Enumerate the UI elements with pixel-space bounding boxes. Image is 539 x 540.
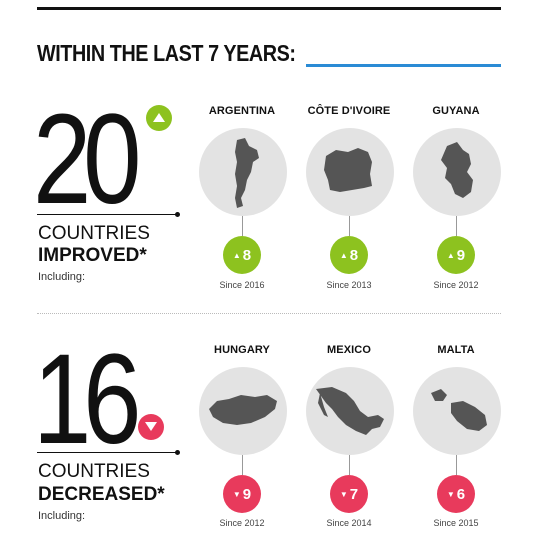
improved-count: 20 bbox=[33, 88, 142, 231]
cote-divoire-stem bbox=[349, 216, 350, 236]
cote-divoire-map bbox=[306, 128, 394, 216]
up-arrow-badge bbox=[146, 105, 172, 131]
down-triangle-icon: ▼ bbox=[232, 489, 241, 499]
decreased-label-line1: COUNTRIES bbox=[38, 461, 150, 482]
down-triangle-icon bbox=[145, 422, 157, 431]
argentina-map bbox=[199, 128, 287, 216]
up-triangle-icon: ▲ bbox=[446, 250, 455, 260]
malta-map bbox=[413, 367, 501, 455]
improved-label-line2: IMPROVED* bbox=[38, 245, 147, 266]
cote-divoire-change-badge: ▲ 8 bbox=[330, 236, 368, 274]
mexico-map-icon bbox=[316, 387, 384, 435]
up-triangle-icon bbox=[153, 113, 165, 122]
hungary-map-icon bbox=[209, 395, 277, 425]
guyana-stem bbox=[456, 216, 457, 236]
hungary-map bbox=[199, 367, 287, 455]
decreased-count: 16 bbox=[33, 328, 142, 471]
argentina-since: Since 2016 bbox=[219, 280, 265, 290]
mexico-since: Since 2014 bbox=[326, 518, 372, 528]
guyana-since: Since 2012 bbox=[433, 280, 479, 290]
improved-including: Including: bbox=[38, 271, 86, 283]
country-name-malta: MALTA bbox=[437, 344, 475, 356]
down-arrow-badge bbox=[138, 414, 164, 440]
improved-section: 20 COUNTRIES IMPROVED* Including: ARGENT… bbox=[0, 0, 539, 290]
mexico-change-badge: ▼ 7 bbox=[330, 475, 368, 513]
down-triangle-icon: ▼ bbox=[339, 489, 348, 499]
hungary-change-badge: ▼ 9 bbox=[223, 475, 261, 513]
country-name-guyana: GUYANA bbox=[432, 105, 480, 117]
argentina-change-value: 8 bbox=[242, 246, 252, 264]
malta-since: Since 2015 bbox=[433, 518, 479, 528]
argentina-change-badge: ▲ 8 bbox=[223, 236, 261, 274]
decreased-including: Including: bbox=[38, 510, 86, 522]
malta-change-value: 6 bbox=[456, 485, 466, 503]
decreased-rule-dot bbox=[175, 450, 180, 455]
mexico-map bbox=[306, 367, 394, 455]
mexico-change-value: 7 bbox=[349, 485, 359, 503]
page-heading: WITHIN THE LAST 7 YEARS: bbox=[37, 40, 296, 66]
decreased-label-line2: DECREASED* bbox=[38, 484, 165, 505]
country-name-hungary: HUNGARY bbox=[214, 344, 270, 356]
improved-rule-dot bbox=[175, 212, 180, 217]
heading-accent-rule bbox=[306, 64, 501, 67]
cote-divoire-map-icon bbox=[324, 148, 372, 192]
improved-rule bbox=[37, 214, 177, 215]
decreased-rule bbox=[37, 452, 177, 453]
hungary-change-value: 9 bbox=[242, 485, 252, 503]
up-triangle-icon: ▲ bbox=[232, 250, 241, 260]
guyana-map bbox=[413, 128, 501, 216]
malta-change-badge: ▼ 6 bbox=[437, 475, 475, 513]
guyana-map-icon bbox=[441, 142, 473, 198]
hungary-stem bbox=[242, 455, 243, 475]
argentina-map-icon bbox=[235, 138, 259, 208]
mexico-stem bbox=[349, 455, 350, 475]
decreased-section: 16 COUNTRIES DECREASED* Including: HUNGA… bbox=[0, 0, 539, 528]
down-triangle-icon: ▼ bbox=[446, 489, 455, 499]
guyana-change-badge: ▲ 9 bbox=[437, 236, 475, 274]
improved-label-line1: COUNTRIES bbox=[38, 223, 150, 244]
cote-divoire-since: Since 2013 bbox=[326, 280, 372, 290]
guyana-change-value: 9 bbox=[456, 246, 466, 264]
country-name-argentina: ARGENTINA bbox=[208, 105, 276, 117]
argentina-stem bbox=[242, 216, 243, 236]
hungary-since: Since 2012 bbox=[219, 518, 265, 528]
country-name-mexico: MEXICO bbox=[327, 344, 371, 356]
country-name-cote-divoire: CÔTE D'IVOIRE bbox=[307, 105, 391, 117]
section-divider bbox=[37, 313, 501, 314]
malta-map-icon bbox=[431, 389, 487, 431]
cote-divoire-change-value: 8 bbox=[349, 246, 359, 264]
up-triangle-icon: ▲ bbox=[339, 250, 348, 260]
malta-stem bbox=[456, 455, 457, 475]
top-rule bbox=[37, 7, 501, 10]
